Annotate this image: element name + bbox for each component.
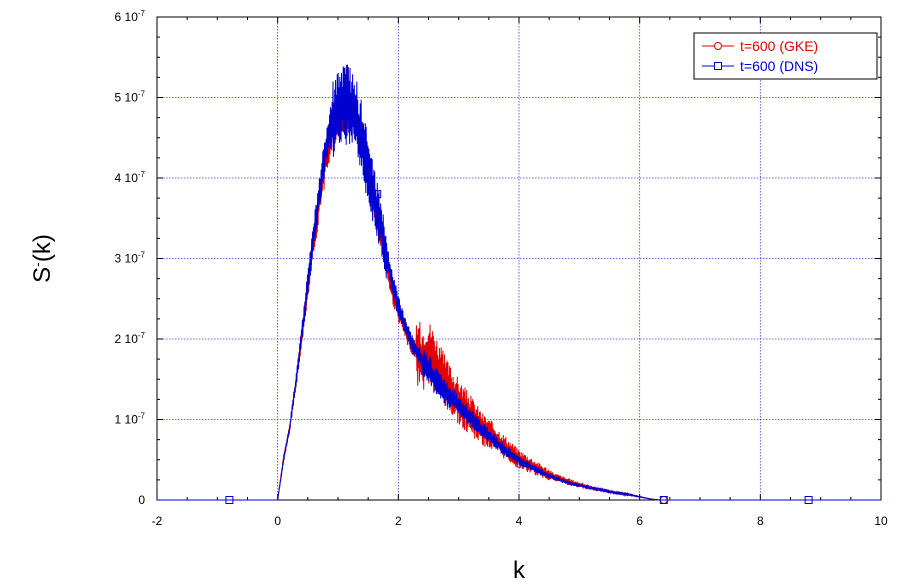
legend-label: t=600 (DNS) <box>740 58 818 74</box>
y-tick-label: 5 10-7 <box>115 90 146 105</box>
y-axis-title-argument: (k) <box>29 234 56 262</box>
legend-marker-circle <box>714 42 722 50</box>
axis-ticks <box>156 16 882 501</box>
x-axis-title: k <box>513 557 526 584</box>
legend-box <box>693 32 878 80</box>
y-tick-label: 3 10-7 <box>115 251 146 266</box>
legend-label: t=600 (GKE) <box>740 38 818 54</box>
x-tick-label: 6 <box>636 514 643 528</box>
x-tick-label: 2 <box>395 514 402 528</box>
y-axis-title-symbol: S <box>29 267 56 283</box>
x-tick-label: 10 <box>874 514 888 528</box>
y-tick-labels: 0 1 10-7 2 10-7 3 10-7 4 10-7 5 10-7 6 10-7 <box>115 9 146 507</box>
dns-marker <box>225 496 234 504</box>
dns-marker <box>804 496 813 504</box>
x-tick-label: 4 <box>516 514 523 528</box>
y-axis-title: S-(k) <box>29 234 56 283</box>
y-tick-label: 4 10-7 <box>115 170 146 185</box>
dns-marker <box>659 496 668 504</box>
y-axis-title-superscript: - <box>29 262 45 267</box>
y-tick-label: 0 <box>138 493 145 507</box>
x-tick-label: -2 <box>152 514 163 528</box>
series-line-dns <box>157 64 881 501</box>
x-tick-labels: -2 0 2 4 6 8 10 <box>152 514 888 528</box>
y-tick-label: 6 10-7 <box>115 9 146 24</box>
x-tick-label: 0 <box>274 514 281 528</box>
series-layer <box>157 64 881 504</box>
x-tick-label: 8 <box>757 514 764 528</box>
y-tick-label: 2 10-7 <box>115 331 146 346</box>
dns-marker <box>373 190 382 199</box>
legend-marker-square <box>714 62 722 70</box>
grid-lines <box>157 17 881 500</box>
y-tick-label: 1 10-7 <box>115 412 146 427</box>
legend: t=600 (GKE) t=600 (DNS) <box>693 32 878 80</box>
